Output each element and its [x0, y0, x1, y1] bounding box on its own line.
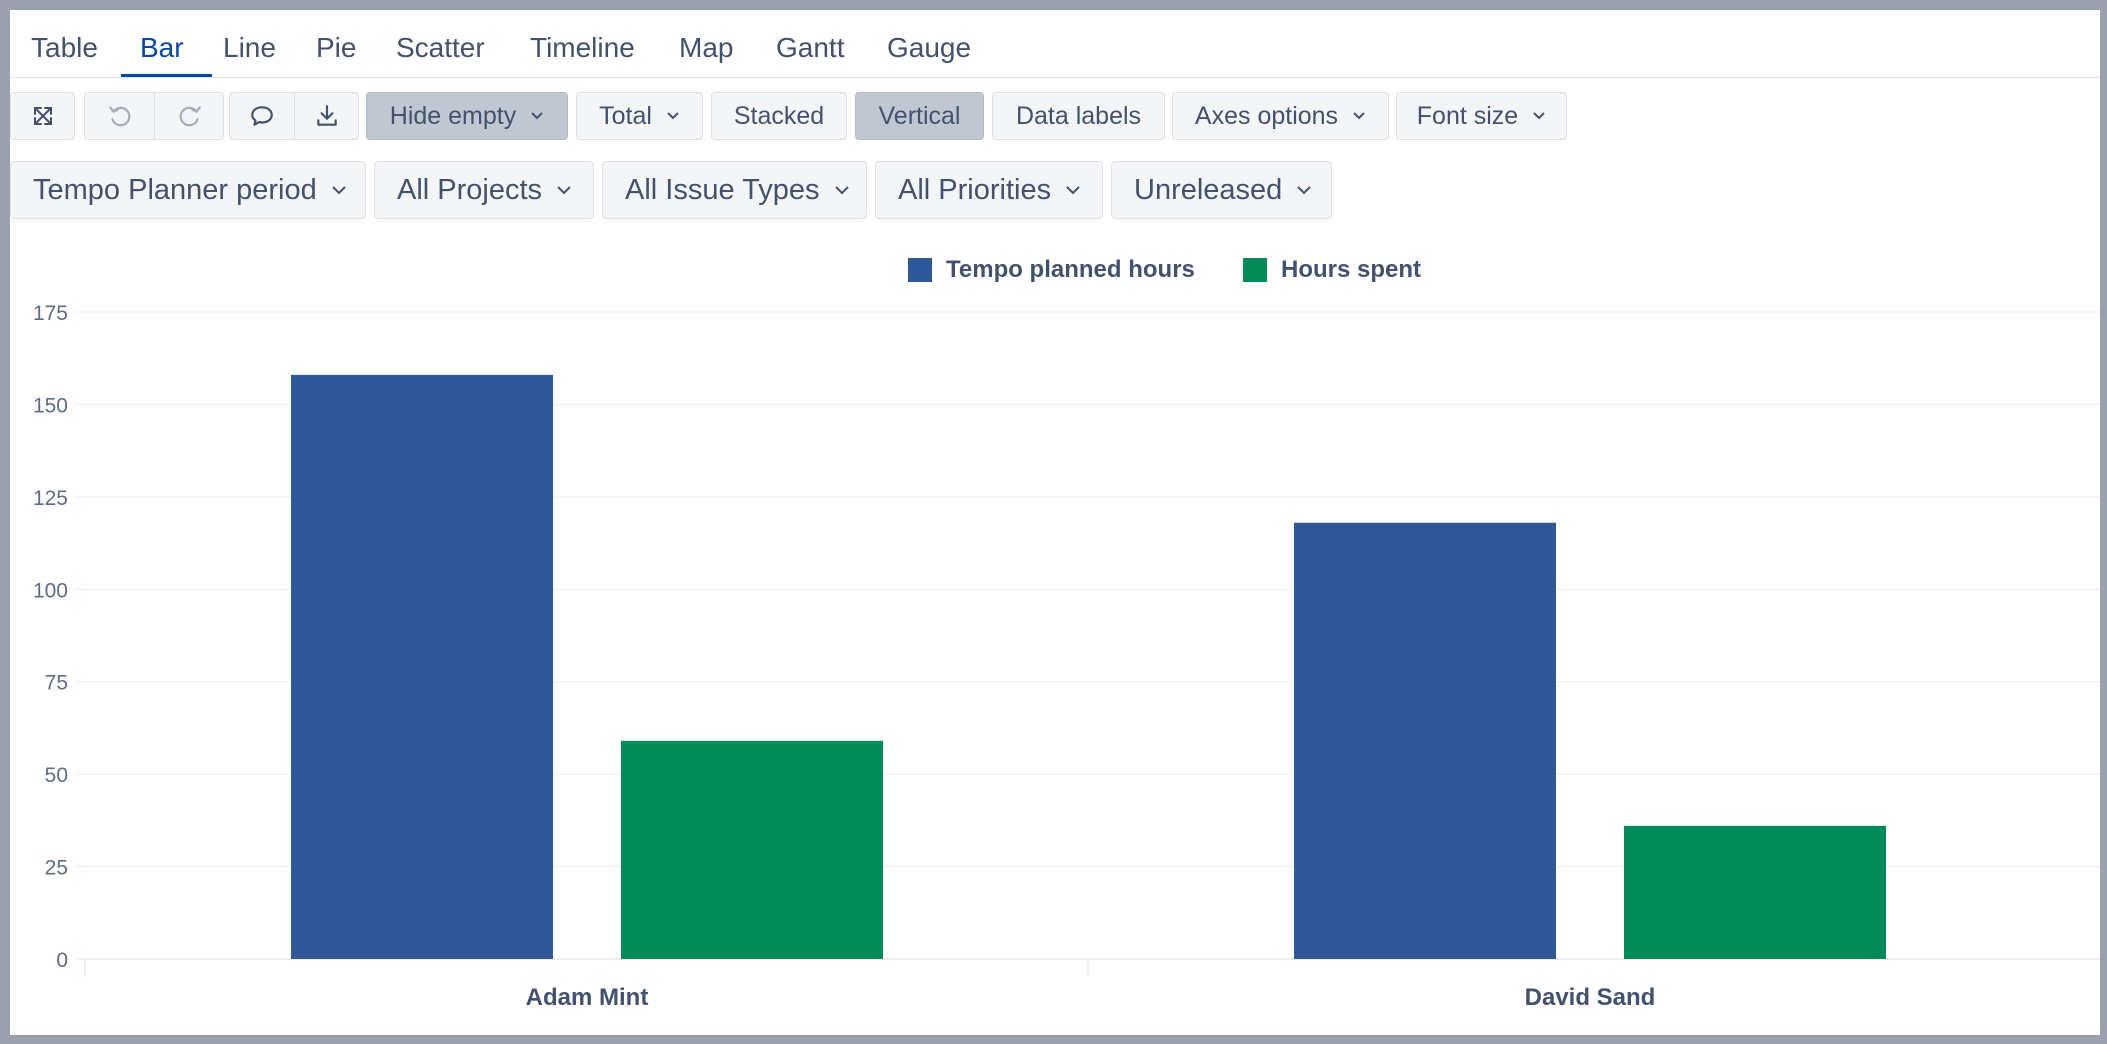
- tab-pie[interactable]: Pie: [316, 32, 357, 63]
- stacked-label: Stacked: [733, 101, 825, 130]
- expand-arrows-icon: [33, 107, 52, 125]
- bar[interactable]: [291, 374, 553, 959]
- filter-all-priorities[interactable]: All Priorities: [875, 161, 1103, 219]
- tab-line[interactable]: Line: [223, 32, 276, 63]
- redo-icon: [179, 106, 201, 127]
- chart-type-tabs: Table Bar Line Pie Scatter Timeline Map …: [10, 10, 2100, 78]
- chevron-down-icon: [834, 186, 849, 195]
- x-category-label: Adam Mint: [526, 984, 649, 1011]
- legend-swatch: [908, 258, 932, 282]
- vertical-toggle[interactable]: Vertical: [855, 92, 984, 140]
- font-size-dropdown[interactable]: Font size: [1396, 92, 1567, 140]
- download-button[interactable]: [295, 93, 359, 139]
- y-tick-label: 100: [33, 579, 68, 602]
- chart-legend: Tempo planned hours Hours spent: [10, 250, 2100, 290]
- tab-map[interactable]: Map: [679, 32, 734, 63]
- tab-gauge[interactable]: Gauge: [887, 32, 972, 63]
- tab-table[interactable]: Table: [31, 32, 98, 63]
- legend-swatch: [1243, 258, 1267, 282]
- fullscreen-button[interactable]: [10, 92, 75, 140]
- filter-all-issue-types[interactable]: All Issue Types: [602, 161, 867, 219]
- y-tick-label: 50: [45, 764, 68, 787]
- total-label: Total: [599, 101, 652, 130]
- report-frame: Table Bar Line Pie Scatter Timeline Map …: [10, 10, 2100, 1035]
- chevron-down-icon: [1066, 186, 1080, 195]
- font-size-label: Font size: [1416, 101, 1519, 130]
- chevron-down-icon: [332, 186, 346, 195]
- toolbar-divider: [154, 93, 155, 139]
- comment-button[interactable]: [230, 93, 294, 139]
- filter-label: All Projects: [397, 173, 543, 206]
- tab-timeline[interactable]: Timeline: [530, 32, 635, 63]
- download-icon: [317, 105, 337, 126]
- comment-download-group: [229, 92, 359, 140]
- tab-bar[interactable]: Bar: [140, 32, 184, 63]
- vertical-label: Vertical: [878, 101, 961, 130]
- filter-label: Unreleased: [1134, 173, 1283, 206]
- chevron-down-icon: [1533, 112, 1545, 120]
- chevron-down-icon: [557, 186, 571, 195]
- chevron-down-icon: [667, 112, 679, 120]
- legend-label: Tempo planned hours: [946, 256, 1195, 283]
- legend-item-spent[interactable]: Hours spent: [1243, 256, 1421, 284]
- bar[interactable]: [1294, 522, 1556, 959]
- data-labels-label: Data labels: [1015, 101, 1142, 130]
- tab-scatter[interactable]: Scatter: [396, 32, 485, 63]
- data-labels-toggle[interactable]: Data labels: [992, 92, 1165, 140]
- total-dropdown[interactable]: Total: [576, 92, 703, 140]
- legend-item-planned[interactable]: Tempo planned hours: [908, 256, 1195, 284]
- axes-options-dropdown[interactable]: Axes options: [1172, 92, 1389, 140]
- chevron-down-icon: [531, 112, 543, 120]
- filter-tempo-planner-period[interactable]: Tempo Planner period: [10, 161, 366, 219]
- legend-label: Hours spent: [1281, 256, 1422, 283]
- filter-label: All Issue Types: [625, 173, 820, 206]
- active-tab-indicator: [121, 74, 212, 77]
- chevron-down-icon: [1297, 186, 1312, 195]
- redo-button[interactable]: [155, 93, 224, 139]
- filter-unreleased[interactable]: Unreleased: [1111, 161, 1332, 219]
- tab-gantt[interactable]: Gantt: [776, 32, 845, 63]
- bar-chart: 0 25 50 75 100 125 150 175 Adam Mint David Sand: [33, 302, 2100, 1011]
- comment-bubble-icon: [251, 106, 273, 126]
- undo-redo-group: [84, 92, 224, 140]
- bar[interactable]: [621, 740, 883, 959]
- x-category-label: David Sand: [1525, 984, 1656, 1011]
- undo-icon: [108, 106, 130, 127]
- y-tick-label: 75: [45, 672, 68, 695]
- hide-empty-dropdown[interactable]: Hide empty: [366, 92, 568, 140]
- bar[interactable]: [1624, 825, 1886, 959]
- axes-options-label: Axes options: [1194, 101, 1339, 130]
- y-tick-label: 175: [33, 302, 68, 325]
- hide-empty-label: Hide empty: [389, 101, 517, 130]
- filter-label: All Priorities: [898, 173, 1052, 206]
- toolbar-divider: [294, 93, 295, 139]
- y-tick-label: 125: [33, 487, 68, 510]
- chevron-down-icon: [1353, 112, 1365, 120]
- y-tick-label: 0: [56, 949, 68, 972]
- filter-label: Tempo Planner period: [33, 173, 317, 206]
- stacked-toggle[interactable]: Stacked: [711, 92, 847, 140]
- y-tick-label: 25: [45, 857, 68, 880]
- y-tick-label: 150: [33, 394, 68, 417]
- undo-button[interactable]: [85, 93, 154, 139]
- filter-all-projects[interactable]: All Projects: [374, 161, 594, 219]
